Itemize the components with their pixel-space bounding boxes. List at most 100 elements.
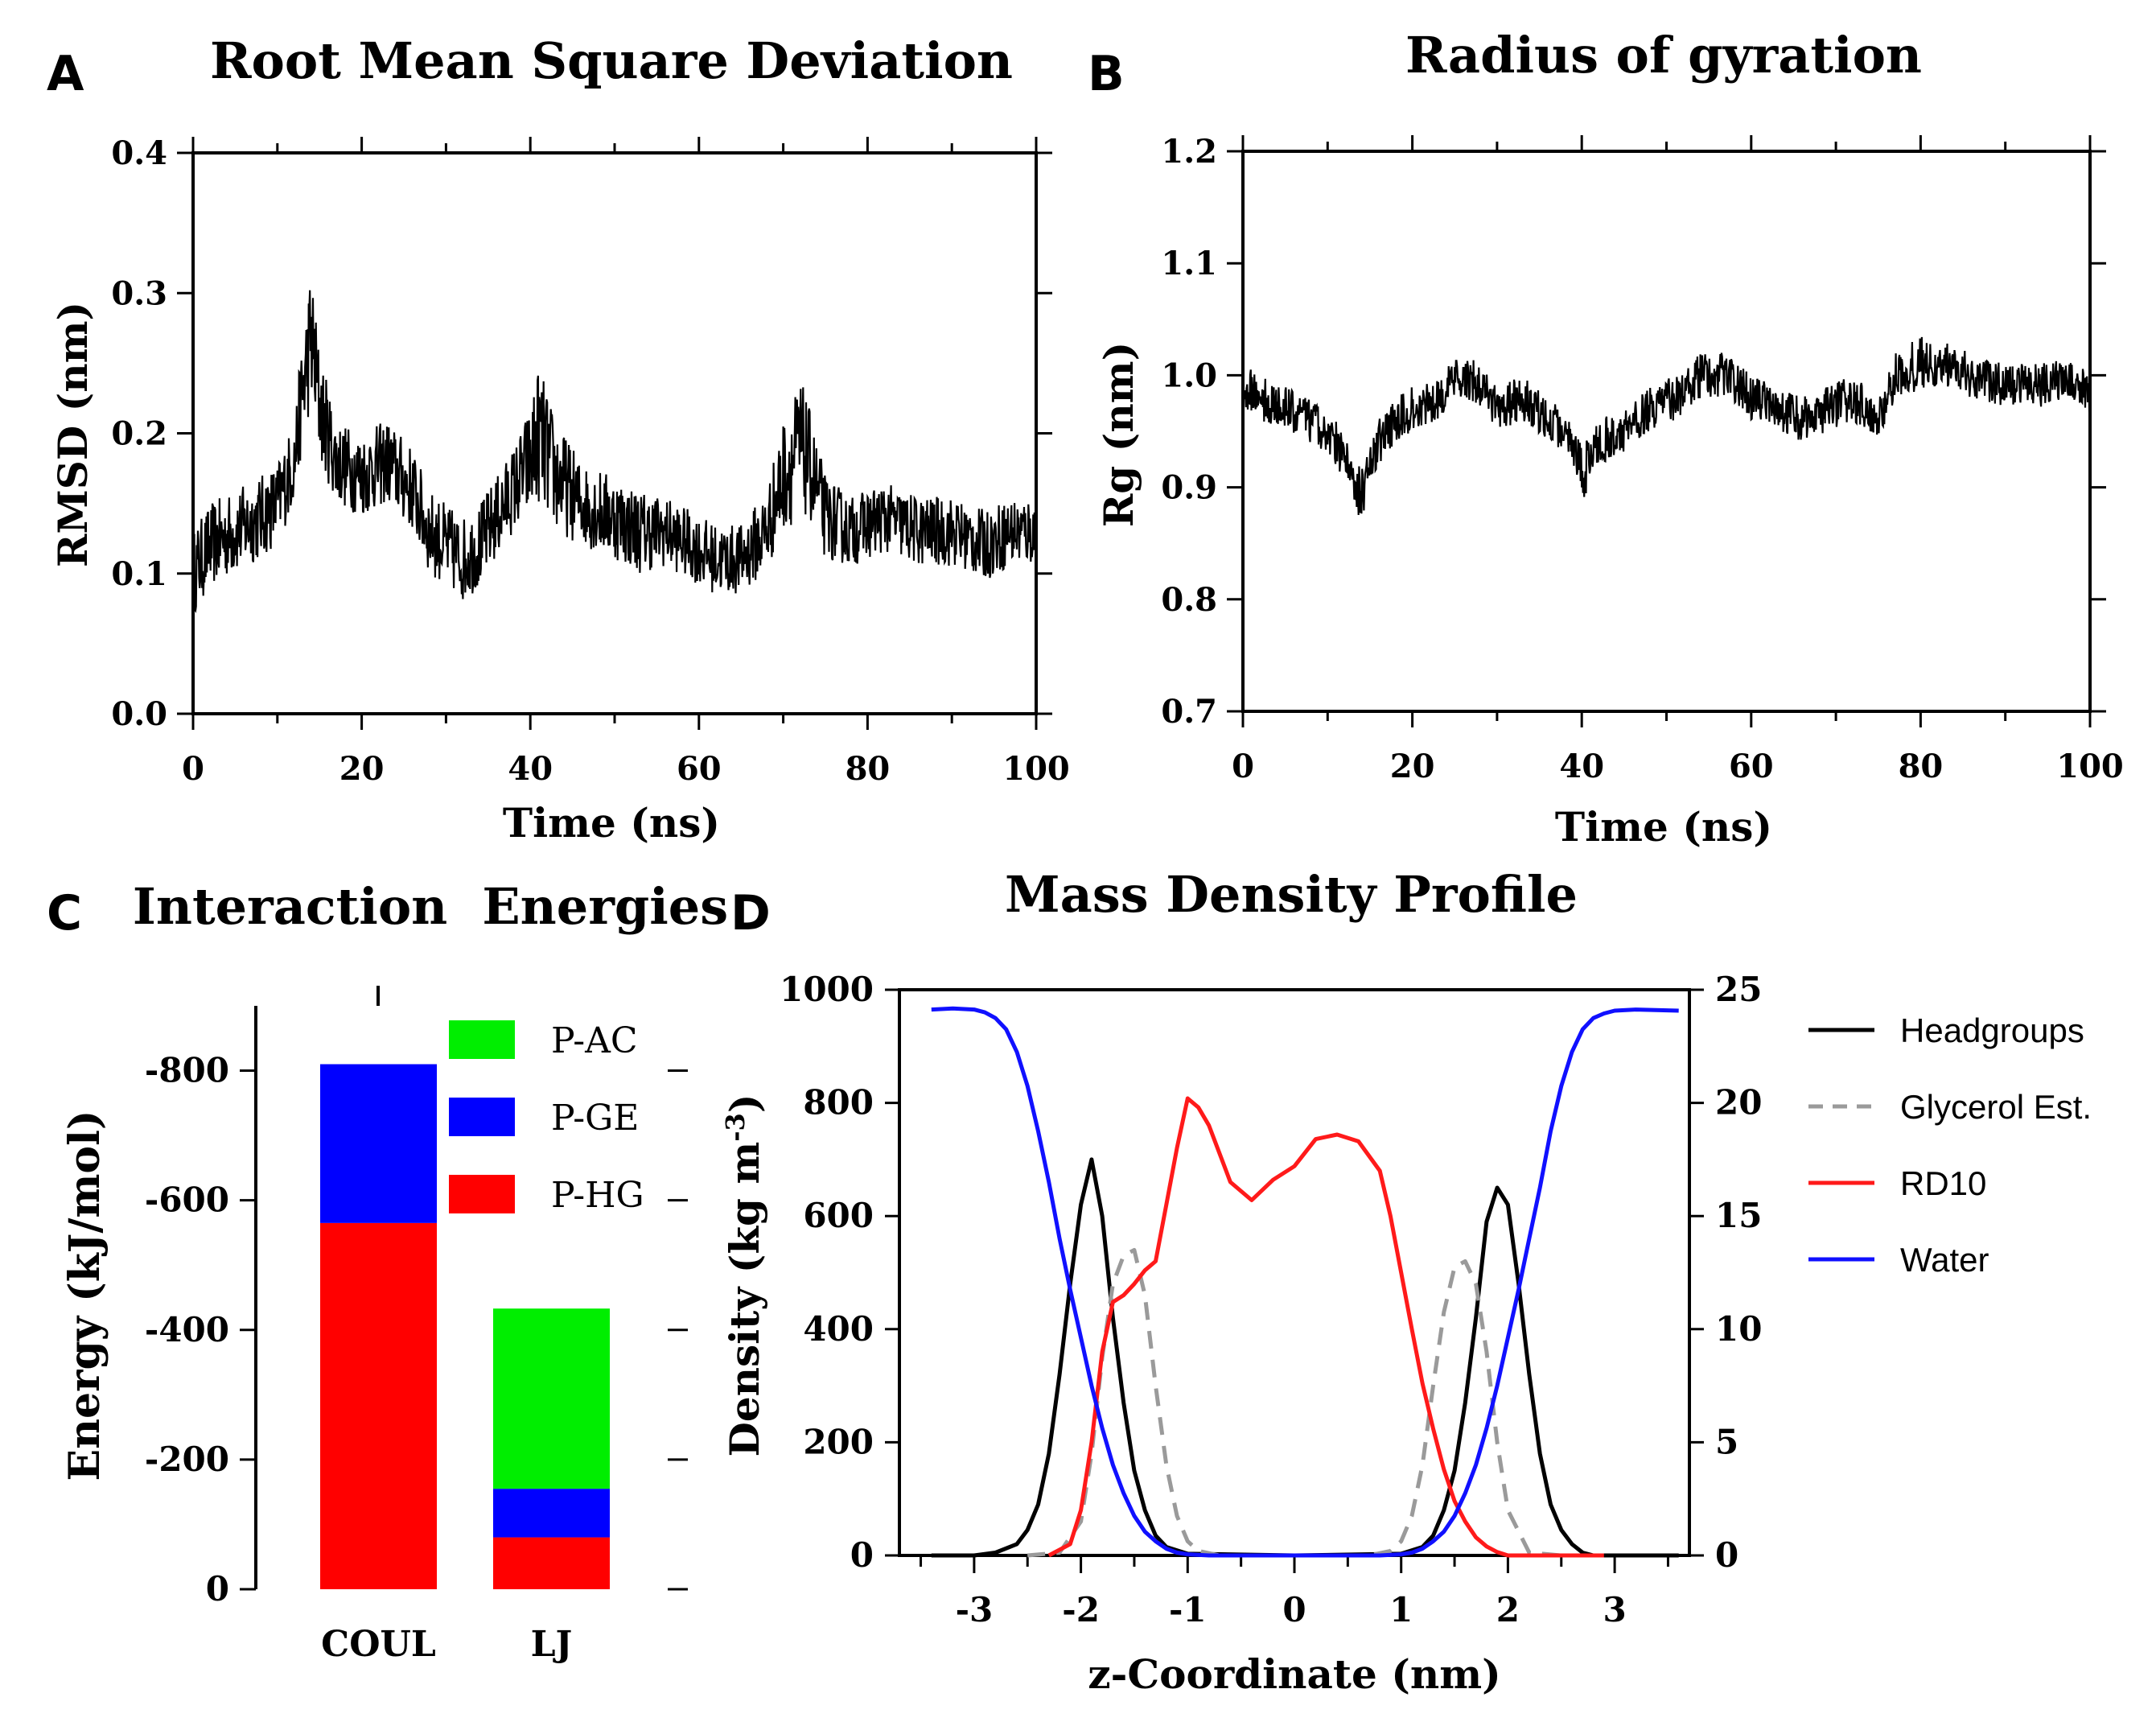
x-tick-label: 60	[677, 750, 722, 788]
panel-c-y-axis-label: Energy (kJ/mol)	[60, 1110, 109, 1481]
legend-label-p-ge: P-GE	[551, 1098, 639, 1139]
y-tick-label: 1.1	[1161, 245, 1217, 282]
y-tick-label: 0.9	[1161, 469, 1217, 507]
y-tick-label: 1.2	[1161, 133, 1217, 171]
panel-b-frame	[1241, 150, 2092, 713]
legend-label-glycerol-est: Glycerol Est.	[1900, 1088, 2092, 1126]
x-tick-label: 3	[1603, 1590, 1626, 1629]
y-tick-label: 600	[803, 1196, 874, 1235]
x-tick-label: 20	[339, 750, 385, 788]
x-tick-label: 0	[1282, 1590, 1306, 1629]
legend-label-headgroups: Headgroups	[1900, 1011, 2084, 1049]
x-tick-label: 1	[1389, 1590, 1413, 1629]
panel-d-legend: Headgroups Glycerol Est. RD10 Water	[1808, 1011, 2092, 1279]
panel-c-legend: P-AC P-GE P-HG	[449, 1020, 644, 1216]
y-tick-label: -800	[145, 1051, 229, 1090]
panel-a-tick-labels: 0 20 40 60 80 100 0.0 0.1 0.2 0.3 0.4	[111, 134, 1069, 788]
panel-d-tick-labels: -3 -2 -1 0 1 2 3 0 200 400 600 800 1000 0 5 10 15 20 25	[780, 970, 1762, 1629]
x-tick-label: 60	[1729, 748, 1774, 785]
panel-d-density-chart: -3 -2 -1 0 1 2 3 0 200 400 600 800 1000 0 5 10 15 20 25 He…	[720, 970, 2092, 1698]
legend-label-p-ac: P-AC	[551, 1020, 638, 1061]
y2-tick-label: 5	[1715, 1422, 1738, 1461]
y-tick-label: -400	[145, 1310, 229, 1349]
x-tick-label: 80	[846, 750, 891, 788]
bar-lj-p-ac	[493, 1308, 610, 1489]
y-tick-label: 1000	[780, 970, 874, 1009]
panel-letter-d: D	[730, 885, 771, 941]
y-tick-label: 0.7	[1161, 693, 1217, 731]
x-tick-label: -1	[1169, 1590, 1207, 1629]
y-tick-label: 0	[206, 1569, 229, 1609]
panel-c-title: Interaction Energies	[133, 877, 728, 936]
x-tick-label: -3	[956, 1590, 994, 1629]
panel-c-energy-chart: COUL LJ 0 -200 -400 -600 -800 P-AC P-GE P-HG Ene…	[60, 986, 688, 1665]
bar-lj-p-hg	[493, 1537, 610, 1589]
y-tick-label: 0.1	[111, 555, 167, 593]
y-tick-label: 0.3	[111, 274, 167, 312]
x-tick-label: 100	[1002, 750, 1070, 788]
y-tick-label: -200	[145, 1440, 229, 1479]
panel-d-x-axis-label: z-Coordinate (nm)	[1088, 1650, 1501, 1698]
x-tick-label: 2	[1496, 1590, 1520, 1629]
panel-a-title: Root Mean Square Deviation	[210, 31, 1013, 90]
panel-d-title: Mass Density Profile	[1005, 865, 1578, 924]
panel-letter-a: A	[47, 46, 84, 102]
legend-label-p-hg: P-HG	[551, 1175, 644, 1216]
bar-lj-p-ge	[493, 1489, 610, 1538]
panel-d-y-axis-label-end: )	[721, 1094, 768, 1113]
panel-d-series	[931, 1006, 1679, 1558]
panel-a-rmsd-chart: 0 20 40 60 80 100 0.0 0.1 0.2 0.3 0.4 Time (ns) RM…	[49, 134, 1070, 847]
panel-c-tick-labels: COUL LJ 0 -200 -400 -600 -800	[145, 1051, 572, 1665]
x-tick-label: 100	[2056, 748, 2124, 785]
category-label-lj: LJ	[531, 1624, 573, 1665]
series-rd10	[1047, 1096, 1604, 1558]
y-tick-label: 0.8	[1161, 581, 1217, 619]
panel-b-tick-labels: 0 20 40 60 80 100 0.7 0.8 0.9 1.0 1.1 1.2	[1161, 133, 2123, 785]
category-label-coul: COUL	[321, 1624, 436, 1665]
y-tick-label: 0.2	[111, 415, 167, 453]
series-water	[931, 1006, 1679, 1558]
legend-label-water: Water	[1900, 1241, 1989, 1279]
panel-a-y-axis-label: RMSD (nm)	[49, 302, 97, 567]
y-tick-label: 0.0	[111, 695, 167, 733]
panel-b-rg-chart: 0 20 40 60 80 100 0.7 0.8 0.9 1.0 1.1 1.2 Time (ns)…	[1095, 133, 2124, 851]
y2-tick-label: 15	[1715, 1196, 1762, 1235]
y-tick-label: 800	[803, 1083, 874, 1123]
panel-c-ticks	[240, 1069, 688, 1591]
x-tick-label: -2	[1062, 1590, 1100, 1629]
y-tick-label: 200	[803, 1422, 874, 1461]
y2-tick-label: 25	[1715, 970, 1762, 1009]
panel-c-bars	[320, 1064, 610, 1589]
legend-label-rd10: RD10	[1900, 1164, 1986, 1202]
y2-tick-label: 10	[1715, 1309, 1762, 1349]
x-tick-label: 80	[1899, 748, 1944, 785]
panel-b-title: Radius of gyration	[1405, 26, 1922, 84]
panel-d-y-axis-label-main: Density (kg m	[721, 1142, 768, 1457]
panel-b-y-axis-label: Rg (nm)	[1095, 342, 1142, 528]
legend-swatch-p-hg	[449, 1175, 515, 1213]
y2-tick-label: 0	[1715, 1535, 1738, 1575]
y-tick-label: -600	[145, 1180, 229, 1220]
x-tick-label: 40	[1559, 748, 1604, 785]
legend-swatch-p-ac	[449, 1020, 515, 1059]
x-tick-label: 0	[182, 750, 204, 788]
y-tick-label: 0.4	[111, 134, 167, 172]
rg-series-line	[1241, 336, 2092, 516]
panel-b-x-axis-label: Time (ns)	[1555, 803, 1772, 851]
x-tick-label: 0	[1232, 748, 1254, 785]
panel-d-y-axis-label-sup: -3	[720, 1113, 751, 1142]
y2-tick-label: 20	[1715, 1083, 1762, 1123]
y-tick-label: 0	[850, 1535, 874, 1575]
panel-d-ticks	[885, 988, 1704, 1573]
panel-letter-c: C	[47, 885, 82, 941]
bar-coul-p-hg	[320, 1222, 437, 1589]
panel-a-frame	[191, 151, 1038, 715]
panel-a-x-axis-label: Time (ns)	[503, 799, 720, 847]
x-tick-label: 20	[1390, 748, 1435, 785]
y-tick-label: 400	[803, 1309, 874, 1349]
panel-d-y-axis-label: Density (kg m-3)	[720, 1094, 768, 1456]
y-tick-label: 1.0	[1161, 356, 1217, 394]
x-tick-label: 40	[508, 750, 553, 788]
bar-coul-p-ge	[320, 1064, 437, 1223]
